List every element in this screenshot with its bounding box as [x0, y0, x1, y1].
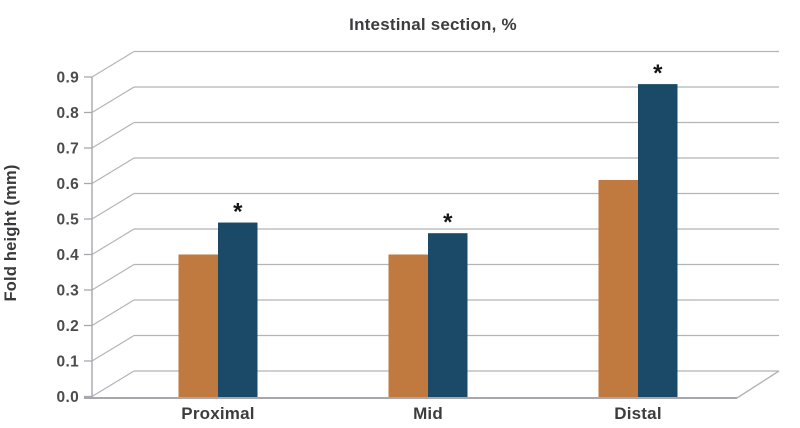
gridline-diagonal — [91, 370, 135, 398]
significance-asterisk: * — [443, 209, 453, 236]
tick-labels-layer: 0.0 0.1 0.2 0.3 0.4 0.5 0.6 0.7 0.8 0.9 — [57, 70, 92, 406]
y-tick-label: 0.4 — [57, 247, 80, 264]
significance-asterisk: * — [653, 60, 663, 87]
chart-title: Intestinal section, % — [349, 15, 517, 34]
annotations-layer: * * * — [233, 60, 663, 236]
bars-layer — [178, 84, 678, 398]
y-tick-label: 0.9 — [57, 70, 80, 87]
y-tick-label: 0.0 — [57, 389, 79, 406]
floor-axis-layer — [84, 77, 780, 399]
gridline-diagonal — [91, 157, 135, 185]
y-tick-label: 0.1 — [57, 354, 80, 371]
gridline-diagonal — [91, 50, 135, 78]
y-tick-label: 0.8 — [57, 105, 80, 122]
gridline-diagonal — [91, 299, 135, 327]
bar-mid-orange-series — [388, 254, 428, 398]
bar-proximal-navy-series — [218, 222, 258, 398]
gridline-diagonal — [91, 263, 135, 291]
y-axis-title: Fold height (mm) — [2, 164, 20, 301]
gridline-diagonal — [91, 334, 135, 362]
gridline-diagonal — [91, 86, 135, 114]
category-label-mid: Mid — [413, 404, 443, 423]
bar-distal-navy-series — [638, 84, 678, 398]
gridline-diagonal — [91, 121, 135, 149]
y-tick-label: 0.7 — [57, 141, 79, 158]
category-labels-layer: Proximal Mid Distal — [181, 404, 661, 423]
bar-distal-orange-series — [598, 179, 638, 398]
bar-mid-navy-series — [428, 233, 468, 398]
y-tick-label: 0.2 — [57, 318, 79, 335]
significance-asterisk: * — [233, 199, 243, 226]
bar-proximal-orange-series — [178, 254, 218, 398]
y-tick-label: 0.5 — [57, 212, 80, 229]
y-tick-label: 0.3 — [57, 283, 80, 300]
gridline-diagonal — [91, 192, 135, 220]
floor-right-diagonal — [736, 370, 780, 399]
y-tick-label: 0.6 — [57, 176, 80, 193]
category-label-distal: Distal — [614, 404, 662, 423]
category-label-proximal: Proximal — [181, 404, 254, 423]
gridline-diagonal — [91, 228, 135, 256]
